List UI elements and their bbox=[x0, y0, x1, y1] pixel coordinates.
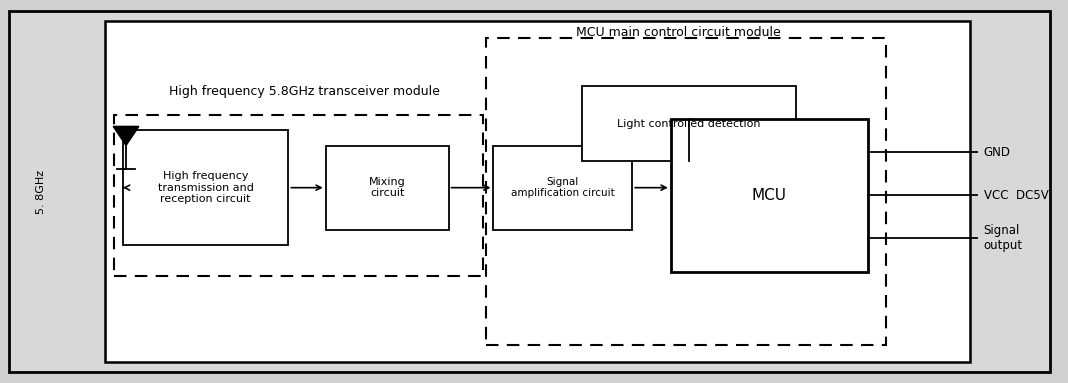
Bar bbox=[493, 146, 632, 230]
Text: VCC  DC5V: VCC DC5V bbox=[984, 189, 1049, 202]
Polygon shape bbox=[113, 126, 139, 146]
Bar bbox=[123, 130, 288, 245]
Bar bbox=[582, 86, 796, 161]
Text: High frequency 5.8GHz transceiver module: High frequency 5.8GHz transceiver module bbox=[169, 85, 440, 98]
Text: MCU main control circuit module: MCU main control circuit module bbox=[576, 26, 781, 39]
Bar bbox=[671, 119, 868, 272]
Bar bbox=[114, 115, 483, 276]
Bar bbox=[105, 21, 970, 362]
Text: Mixing
circuit: Mixing circuit bbox=[368, 177, 406, 198]
Text: 5. 8GHz: 5. 8GHz bbox=[35, 169, 46, 214]
Text: Signal
output: Signal output bbox=[984, 224, 1023, 252]
Text: Light controlled detection: Light controlled detection bbox=[617, 118, 760, 129]
Text: MCU: MCU bbox=[752, 188, 787, 203]
Text: Signal
amplification circuit: Signal amplification circuit bbox=[511, 177, 615, 198]
Bar bbox=[486, 38, 886, 345]
Text: High frequency
transmission and
reception circuit: High frequency transmission and receptio… bbox=[158, 171, 253, 204]
Text: GND: GND bbox=[984, 146, 1010, 159]
Bar bbox=[326, 146, 449, 230]
